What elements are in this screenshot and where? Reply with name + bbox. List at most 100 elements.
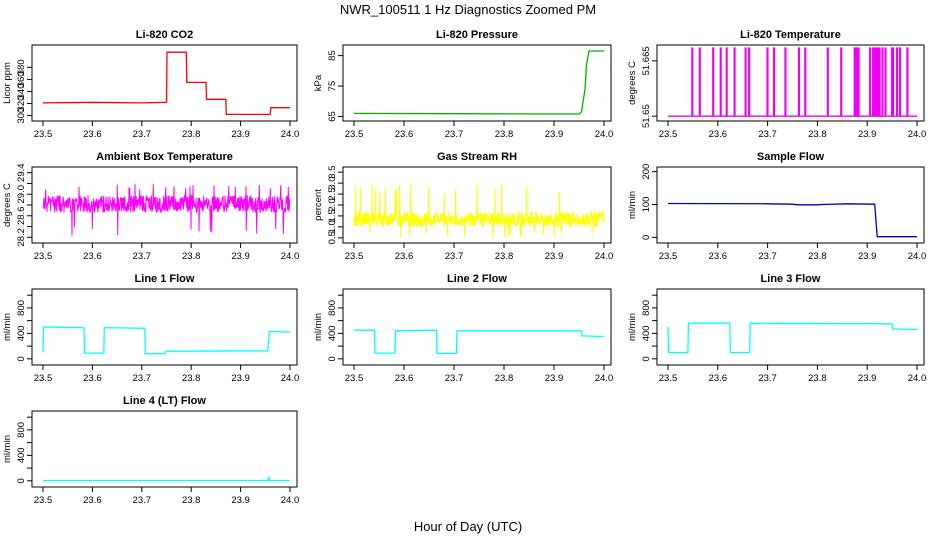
x-tick-label: 24.0 — [281, 373, 300, 384]
panel-line-1-flow: Line 1 Flow ml/min 23.5 23.6 23.7 23.8 23.9 24.… — [2, 273, 299, 384]
y-tick-label: 400 — [16, 325, 27, 341]
panel-title: Li-820 Pressure — [436, 29, 518, 41]
series-line — [354, 329, 605, 355]
plot-frame — [656, 44, 925, 122]
y-tick-label: 320 — [16, 96, 27, 112]
x-tick-label: 23.6 — [395, 251, 414, 262]
x-tick-label: 23.6 — [709, 251, 728, 262]
y-tick-label: 0 — [641, 235, 652, 240]
panel-title: Ambient Box Temperature — [96, 151, 233, 163]
x-tick-label: 23.9 — [858, 129, 877, 140]
plot-frame — [31, 44, 298, 122]
x-tick-label: 23.8 — [495, 129, 514, 140]
panel-grid: Li-820 CO2 Licor ppm 23.5 23.6 23.7 23.8 23.9 2… — [2, 29, 926, 506]
panel-line-2-flow: Line 2 Flow ml/min 23.5 23.6 23.7 23.8 23.9 24.… — [313, 273, 613, 384]
x-tick-label: 23.8 — [495, 251, 514, 262]
x-tick-label: 23.8 — [182, 129, 201, 140]
y-tick-label: 800 — [327, 300, 338, 316]
y-tick-label: 0 — [16, 478, 27, 483]
y-tick-label: 3.5 — [327, 166, 338, 179]
x-tick-label: 23.6 — [709, 373, 728, 384]
y-axis-label: degrees C — [627, 61, 638, 105]
x-tick-label: 23.6 — [709, 129, 728, 140]
x-tick-label: 23.6 — [395, 373, 414, 384]
x-tick-label: 23.5 — [34, 129, 53, 140]
panel-li-820-temperature: Li-820 Temperature degrees C 23.5 23.6 23.7 2… — [627, 29, 926, 140]
x-tick-label: 23.7 — [133, 373, 152, 384]
x-tick-label: 23.7 — [445, 251, 464, 262]
y-tick-label: 1.5 — [327, 209, 338, 222]
y-axis-label: Licor ppm — [2, 62, 13, 104]
x-tick-label: 24.0 — [281, 129, 300, 140]
y-tick-label: 28.2 — [16, 228, 27, 247]
series-line — [353, 183, 605, 238]
x-tick-label: 23.5 — [659, 129, 678, 140]
x-tick-label: 23.8 — [182, 495, 201, 506]
y-tick-label: 400 — [641, 325, 652, 341]
panel-line-3-flow: Line 3 Flow ml/min 23.5 23.6 23.7 23.8 23.9 24.… — [627, 273, 926, 384]
y-tick-label: 28.6 — [16, 207, 27, 226]
y-tick-label: 0 — [16, 356, 27, 361]
panel-gas-stream-rh: Gas Stream RH percent 23.5 23.6 23.7 23.8 23.9… — [313, 151, 613, 262]
x-tick-label: 24.0 — [908, 373, 927, 384]
y-tick-label: 340 — [16, 84, 27, 100]
panel-line-4-lt-flow: Line 4 (LT) Flow ml/min 23.5 23.6 23.7 23.8 23… — [2, 395, 299, 506]
x-tick-label: 23.6 — [83, 373, 102, 384]
panel-sample-flow: Sample Flow ml/min 23.5 23.6 23.7 23.8 23.9 24.… — [627, 151, 926, 262]
y-tick-label: 51.65 — [641, 104, 652, 128]
plot-frame — [656, 166, 925, 244]
x-tick-label: 23.6 — [395, 129, 414, 140]
y-tick-label: 51.665 — [641, 46, 652, 75]
x-tick-label: 24.0 — [281, 495, 300, 506]
y-axis-label: kPa — [313, 74, 324, 91]
x-tick-label: 23.7 — [758, 251, 777, 262]
plot-frame — [342, 44, 612, 122]
x-tick-label: 23.5 — [345, 129, 364, 140]
y-tick-label: 400 — [327, 325, 338, 341]
y-axis-label: ml/min — [313, 313, 324, 341]
x-tick-label: 24.0 — [281, 251, 300, 262]
panel-title: Sample Flow — [757, 151, 825, 163]
y-axis-label: ml/min — [627, 191, 638, 219]
y-tick-label: 1.0 — [327, 220, 338, 233]
y-tick-label: 85 — [327, 50, 338, 61]
panel-title: Line 3 Flow — [761, 273, 821, 285]
y-tick-label: 2.5 — [327, 187, 338, 200]
y-tick-label: 800 — [16, 422, 27, 438]
x-tick-label: 23.7 — [445, 373, 464, 384]
x-tick-label: 23.8 — [182, 373, 201, 384]
x-tick-label: 24.0 — [595, 373, 614, 384]
x-tick-label: 23.9 — [231, 129, 250, 140]
x-tick-label: 24.0 — [595, 251, 614, 262]
x-tick-label: 23.5 — [659, 373, 678, 384]
x-tick-label: 23.5 — [659, 251, 678, 262]
panel-title: Gas Stream RH — [437, 151, 517, 163]
y-tick-label: 0 — [327, 356, 338, 361]
x-tick-label: 23.7 — [133, 495, 152, 506]
y-tick-label: 3.0 — [327, 177, 338, 190]
x-tick-label: 24.0 — [595, 129, 614, 140]
panel-title: Line 4 (LT) Flow — [123, 395, 206, 407]
x-tick-label: 23.5 — [34, 373, 53, 384]
y-tick-label: 29.4 — [16, 163, 27, 182]
y-axis-label: percent — [313, 189, 324, 221]
x-tick-label: 23.9 — [231, 373, 250, 384]
series-line — [42, 326, 291, 355]
panel-title: Line 2 Flow — [447, 273, 507, 285]
x-tick-label: 24.0 — [908, 129, 927, 140]
series-line — [42, 51, 290, 116]
x-tick-label: 23.8 — [808, 251, 827, 262]
series-line — [668, 47, 917, 117]
y-tick-label: 800 — [16, 300, 27, 316]
series-line — [353, 50, 604, 115]
y-tick-label: 400 — [16, 447, 27, 463]
y-tick-label: 360 — [16, 71, 27, 87]
x-tick-label: 23.6 — [83, 495, 102, 506]
x-tick-label: 23.8 — [808, 129, 827, 140]
series-line — [43, 476, 290, 482]
y-axis-label: ml/min — [627, 313, 638, 341]
x-tick-label: 23.7 — [758, 129, 777, 140]
y-tick-label: 0 — [641, 356, 652, 361]
x-tick-label: 23.9 — [858, 251, 877, 262]
